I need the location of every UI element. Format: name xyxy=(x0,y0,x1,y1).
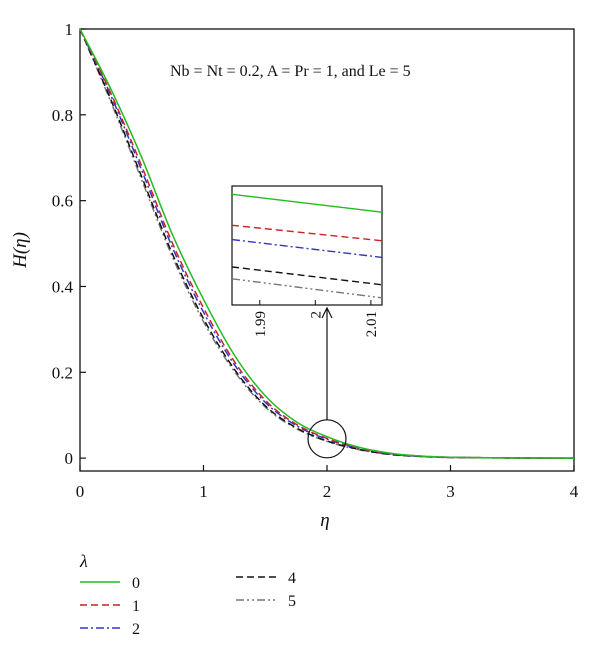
series-line-0 xyxy=(79,28,575,459)
y-tick-label: 0 xyxy=(65,449,74,468)
series-line-4 xyxy=(79,28,575,459)
legend-label-2: 2 xyxy=(132,621,140,638)
y-tick-label: 0.4 xyxy=(52,277,74,296)
inset-line-2 xyxy=(231,238,383,259)
inset-line-1 xyxy=(231,224,383,242)
inset-x-tick-label: 2 xyxy=(308,311,324,319)
inset-frame xyxy=(231,185,383,306)
legend-label-4: 4 xyxy=(288,570,296,587)
x-tick-label: 1 xyxy=(199,482,208,501)
series-line-2 xyxy=(79,28,575,459)
legend-label-5: 5 xyxy=(288,593,296,610)
y-axis-label: H(η) xyxy=(10,232,31,269)
y-tick-label: 0.8 xyxy=(52,106,73,125)
x-tick-label: 4 xyxy=(570,482,579,501)
inset-x-tick-label: 2.01 xyxy=(364,311,380,337)
zoom-arrow-head xyxy=(321,306,333,319)
legend-title: λ xyxy=(79,551,88,571)
legend-label-1: 1 xyxy=(132,598,140,615)
inset-line-4 xyxy=(231,266,383,286)
y-tick-label: 1 xyxy=(65,20,74,39)
series-line-1 xyxy=(79,28,575,459)
x-tick-label: 2 xyxy=(323,482,332,501)
y-tick-label: 0.2 xyxy=(52,363,73,382)
y-tick-label: 0.6 xyxy=(52,192,73,211)
plot-area: 0 1 2 3 4 0 0.2 0.4 0.6 0.8 1 η H(η) xyxy=(10,20,579,531)
inset-zoom: 1.99 2 2.01 xyxy=(231,185,383,459)
legend-label-0: 0 xyxy=(132,575,140,592)
parameter-annotation: Nb = Nt = 0.2, A = Pr = 1, and Le = 5 xyxy=(170,63,411,80)
x-tick-label: 3 xyxy=(446,482,455,501)
inset-line-5 xyxy=(231,278,383,299)
x-tick-label: 0 xyxy=(76,482,85,501)
inset-x-tick-label: 1.99 xyxy=(253,311,269,337)
x-axis-label: η xyxy=(320,510,329,531)
legend: λ 0 1 2 4 5 xyxy=(79,551,296,638)
inset-line-0 xyxy=(231,193,383,213)
